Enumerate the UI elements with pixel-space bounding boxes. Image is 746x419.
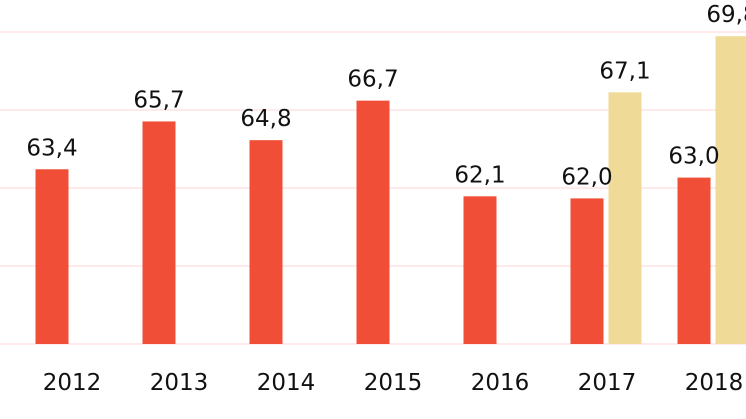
x-tick-label-2012: 2012 <box>43 370 102 396</box>
data-labels: 63,4 65,7 64,8 66,7 62,1 62,0 67,1 63,0 69,8 <box>26 2 746 190</box>
data-label-2018-series-2: 69,8 <box>706 2 746 28</box>
x-axis-ticks: 2012 2013 2014 2015 2016 2017 2018 <box>43 370 744 396</box>
bar-2018-series-2 <box>715 36 746 344</box>
bar-2015-series-1 <box>356 100 390 344</box>
data-label-2014-series-1: 64,8 <box>240 106 291 132</box>
bar-2012-series-1 <box>35 169 69 344</box>
data-label-2015-series-1: 66,7 <box>347 67 398 93</box>
data-label-2017-series-1: 62,0 <box>561 164 612 190</box>
data-label-2016-series-1: 62,1 <box>454 162 505 188</box>
x-tick-label-2018: 2018 <box>685 370 744 396</box>
data-label-2017-series-2: 67,1 <box>599 58 650 84</box>
x-tick-label-2016: 2016 <box>471 370 530 396</box>
x-tick-label-2015: 2015 <box>364 370 423 396</box>
data-label-2012-series-1: 63,4 <box>26 135 77 161</box>
data-label-2013-series-1: 65,7 <box>133 87 184 113</box>
bar-2017-series-2 <box>608 92 642 344</box>
bars <box>35 36 746 344</box>
bar-2017-series-1 <box>570 198 604 344</box>
bar-2014-series-1 <box>249 140 283 344</box>
x-tick-label-2013: 2013 <box>150 370 209 396</box>
x-tick-label-2017: 2017 <box>578 370 637 396</box>
bar-2013-series-1 <box>142 121 176 344</box>
x-tick-label-2014: 2014 <box>257 370 316 396</box>
bar-2016-series-1 <box>463 196 497 344</box>
data-label-2018-series-1: 63,0 <box>668 144 719 170</box>
bar-2018-series-1 <box>677 177 711 344</box>
